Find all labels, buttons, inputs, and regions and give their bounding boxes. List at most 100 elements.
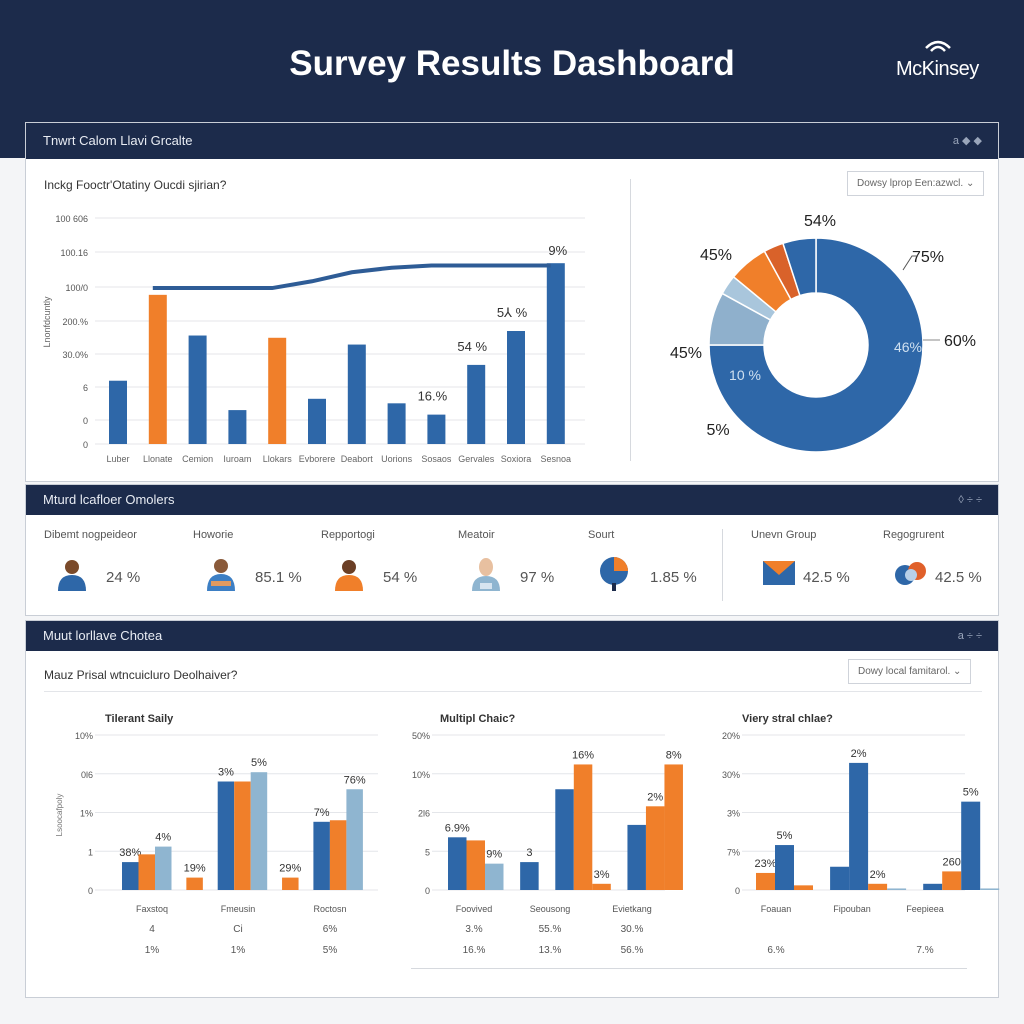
donut-segment <box>708 237 924 453</box>
bar <box>546 263 565 444</box>
kpi-label: Repportogi <box>321 529 375 541</box>
y-tick-label: 10% <box>75 731 93 741</box>
donut-inner-label: 46% <box>894 339 922 355</box>
donut-label: 54% <box>804 213 836 230</box>
chart-title: Multipl Chaic? <box>440 713 515 725</box>
table-cell: 16.% <box>463 945 486 956</box>
y-tick-label: 3% <box>727 809 740 819</box>
panel-controls[interactable]: a ÷ ÷ <box>957 630 982 642</box>
donut-inner-label: 10 % <box>729 367 761 383</box>
data-label: 2% <box>870 869 886 881</box>
kpi-label: Dibemt nogpeideor <box>44 529 137 541</box>
panel-controls[interactable]: a ◆ ◆ <box>952 135 982 147</box>
pie-chart-icon <box>600 557 628 591</box>
data-label: 19% <box>184 863 206 875</box>
donut-chart: 54% 45% 75% 60% 45% 5% 46% 10 % <box>670 213 976 453</box>
data-label: 23% <box>754 858 776 870</box>
y-axis-label: Lsoocafpoly <box>55 794 64 837</box>
data-label: 29% <box>279 863 301 875</box>
x-tick-label: Fmeusin <box>221 904 256 914</box>
table-cell: 30.% <box>621 924 644 935</box>
data-label: 5% <box>777 830 793 842</box>
bar <box>448 837 467 890</box>
panel-controls[interactable]: ◊ ÷ ÷ <box>958 494 982 506</box>
bar <box>980 888 1000 890</box>
x-tick-label: Soxiora <box>501 454 532 464</box>
panel-header: Mturd lcafloer Omolers ◊ ÷ ÷ <box>26 485 998 515</box>
divider <box>630 179 631 461</box>
data-label: 6.9% <box>445 822 470 834</box>
kpi-value: 42.5 % <box>935 569 982 586</box>
y-tick-label: 100.16 <box>60 248 88 258</box>
chevron-down-icon: ⌄ <box>965 178 975 189</box>
kpi-label: Unevn Group <box>751 529 817 541</box>
person-arms-crossed-icon <box>207 559 235 591</box>
chevron-down-icon: ⌄ <box>953 666 962 677</box>
donut-label: 5% <box>706 422 729 439</box>
y-tick-label: 0 <box>88 886 93 896</box>
data-label: 2% <box>647 791 663 803</box>
divider <box>411 968 967 969</box>
bar <box>387 403 406 444</box>
x-tick-label: Llonate <box>143 454 173 464</box>
panel-title: Muut lorllave Chotea <box>43 628 163 643</box>
data-label: 38% <box>119 847 141 859</box>
panel-header: Tnwrt Calom Llavi Grcalte a ◆ ◆ <box>26 123 998 159</box>
bar <box>942 871 962 890</box>
data-label: 5% <box>963 787 979 799</box>
data-label: 9% <box>548 243 567 258</box>
kpi-label: Howorie <box>193 529 234 541</box>
y-tick-label: 50% <box>412 731 430 741</box>
table-cell: 6.% <box>767 945 784 956</box>
y-tick-label: 7% <box>727 847 740 857</box>
kpi-value: 97 % <box>520 569 555 586</box>
kpi-label: Sourt <box>588 529 615 541</box>
small-bar-charts: Tilerant Saily10%0l61%10Lsoocafpoly38%4%… <box>55 713 1000 956</box>
x-tick-label: Gervales <box>458 454 495 464</box>
data-label: 54 % <box>457 339 487 354</box>
data-label: 3% <box>594 869 610 881</box>
data-label: 7% <box>314 807 330 819</box>
y-tick-label: 2l6 <box>418 809 430 819</box>
bar <box>122 862 139 890</box>
bar <box>109 380 127 444</box>
y-tick-label: 20% <box>722 731 740 741</box>
y-tick-label: 100 606 <box>55 214 88 224</box>
bar <box>849 762 869 890</box>
panel-title: Tnwrt Calom Llavi Grcalte <box>43 133 193 148</box>
x-tick-label: Llokars <box>263 454 293 464</box>
table-cell: 55.% <box>539 924 562 935</box>
bar <box>573 764 593 890</box>
data-label: 4% <box>155 832 171 844</box>
bar <box>507 331 525 444</box>
bar <box>645 806 665 890</box>
table-cell: 3.% <box>465 924 482 935</box>
bar <box>282 877 299 890</box>
logo: McKinsey <box>896 58 979 80</box>
shapes-icon <box>895 562 926 585</box>
envelope-icon <box>763 561 795 585</box>
x-tick-label: Fipouban <box>833 904 871 914</box>
filter-dropdown[interactable]: Dowy local famitarol. ⌄ <box>848 659 972 684</box>
bar <box>923 883 943 890</box>
chart-title: Tilerant Saily <box>105 713 174 725</box>
y-axis-label: Lnonfdcuntly <box>42 296 52 348</box>
kpi-value: 54 % <box>383 569 418 586</box>
y-tick-label: 0 <box>83 416 88 426</box>
bar <box>313 821 330 890</box>
y-tick-label: 5 <box>425 847 430 857</box>
filter-dropdown[interactable]: Dowsy lprop Een:azwcl. ⌄ <box>847 171 985 196</box>
question-text: Mauz Prisal wtncuicluro Deolhaiver? <box>44 668 238 682</box>
y-tick-label: 1% <box>80 809 93 819</box>
y-tick-label: 0l6 <box>81 770 93 780</box>
bar <box>592 883 611 890</box>
bar <box>186 877 203 890</box>
chart-title: Viery stral chlae? <box>742 713 833 725</box>
table-cell: 13.% <box>539 945 562 956</box>
donut-label: 60% <box>944 333 976 350</box>
divider <box>722 529 723 601</box>
bar <box>155 846 172 890</box>
table-cell: 7.% <box>916 945 933 956</box>
y-tick-label: 0 <box>83 440 88 450</box>
data-label: 2% <box>851 748 867 760</box>
